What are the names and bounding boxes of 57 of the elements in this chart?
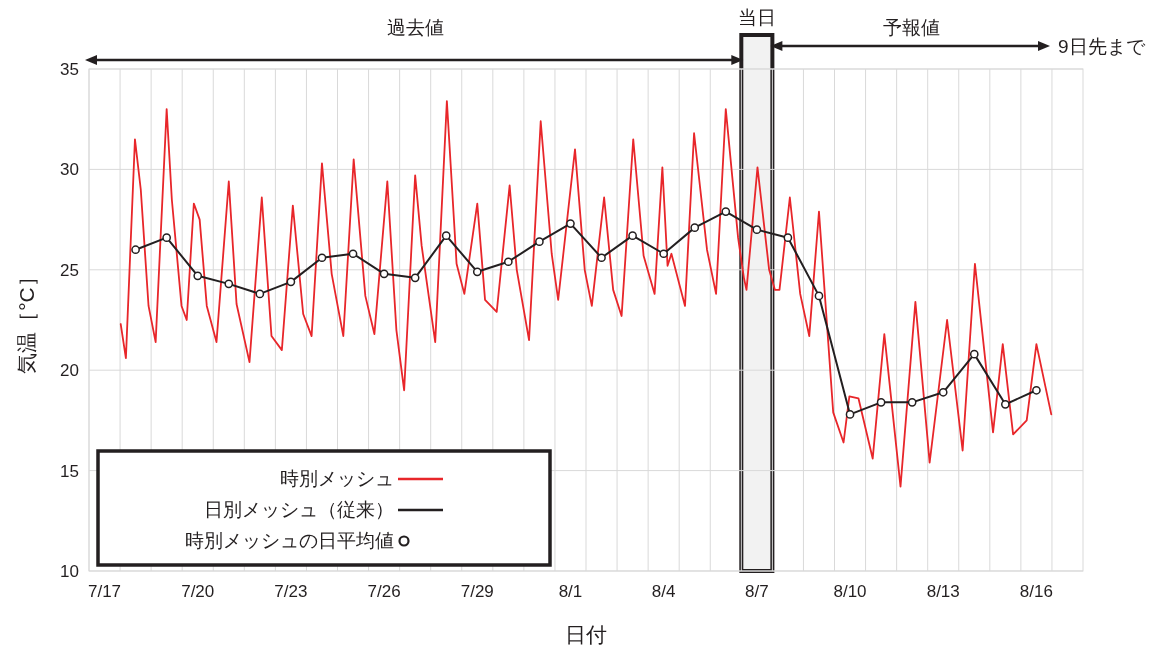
x-axis-title: 日付	[565, 623, 607, 646]
point	[535, 237, 544, 247]
legend-label: 時別メッシュ	[280, 468, 394, 489]
legend-label: 日別メッシュ（従来）	[204, 499, 394, 520]
point	[286, 277, 296, 287]
point	[566, 219, 575, 228]
y-tick-label: 30	[60, 160, 79, 180]
x-tick-label: 8/16	[1019, 582, 1053, 601]
point	[1032, 385, 1041, 395]
x-tick-label: 8/4	[651, 582, 676, 601]
y-tick-label: 20	[60, 361, 79, 381]
x-tick-label: 7/23	[274, 582, 308, 601]
y-tick-label: 10	[60, 562, 79, 581]
band-label: 当日	[737, 7, 776, 28]
point	[255, 289, 265, 299]
point	[783, 233, 793, 243]
x-tick-label: 8/13	[926, 582, 960, 601]
point	[659, 249, 669, 259]
point	[814, 291, 824, 301]
text: 予報値	[882, 17, 940, 38]
band: 当日	[737, 7, 776, 573]
point	[876, 397, 886, 407]
point	[317, 253, 327, 263]
point	[1000, 399, 1010, 409]
x-tick-label: 7/20	[181, 582, 215, 601]
x-tick-label: 8/1	[558, 582, 583, 601]
x-tick-label: 8/7	[745, 582, 769, 601]
point	[503, 257, 513, 267]
point	[628, 231, 637, 241]
text: 過去値	[386, 17, 444, 38]
point	[907, 397, 917, 407]
point	[472, 267, 482, 277]
point	[162, 233, 172, 243]
point	[193, 271, 203, 281]
point	[379, 269, 389, 279]
text: 9日先まで	[1058, 36, 1146, 57]
point	[410, 273, 420, 283]
point	[224, 279, 234, 289]
x-tick-label: 8/10	[833, 582, 867, 601]
point	[441, 231, 451, 241]
y-tick-label: 35	[60, 60, 79, 79]
x-tick-label: 7/17	[87, 582, 122, 601]
y-axis-title: 気温［°C］	[15, 266, 38, 374]
point	[752, 225, 762, 234]
point	[597, 253, 606, 263]
point	[131, 245, 140, 255]
point	[721, 207, 731, 216]
y-tick-label: 15	[60, 461, 79, 481]
legend-label: 時別メッシュの日平均値	[185, 530, 394, 551]
point	[938, 387, 948, 397]
point	[348, 249, 358, 259]
point	[690, 223, 700, 232]
x-tick-label: 7/26	[367, 582, 401, 601]
point	[845, 410, 855, 419]
y-tick-label: 25	[60, 260, 79, 280]
point	[969, 349, 979, 359]
x-tick-label: 7/29	[460, 582, 494, 601]
